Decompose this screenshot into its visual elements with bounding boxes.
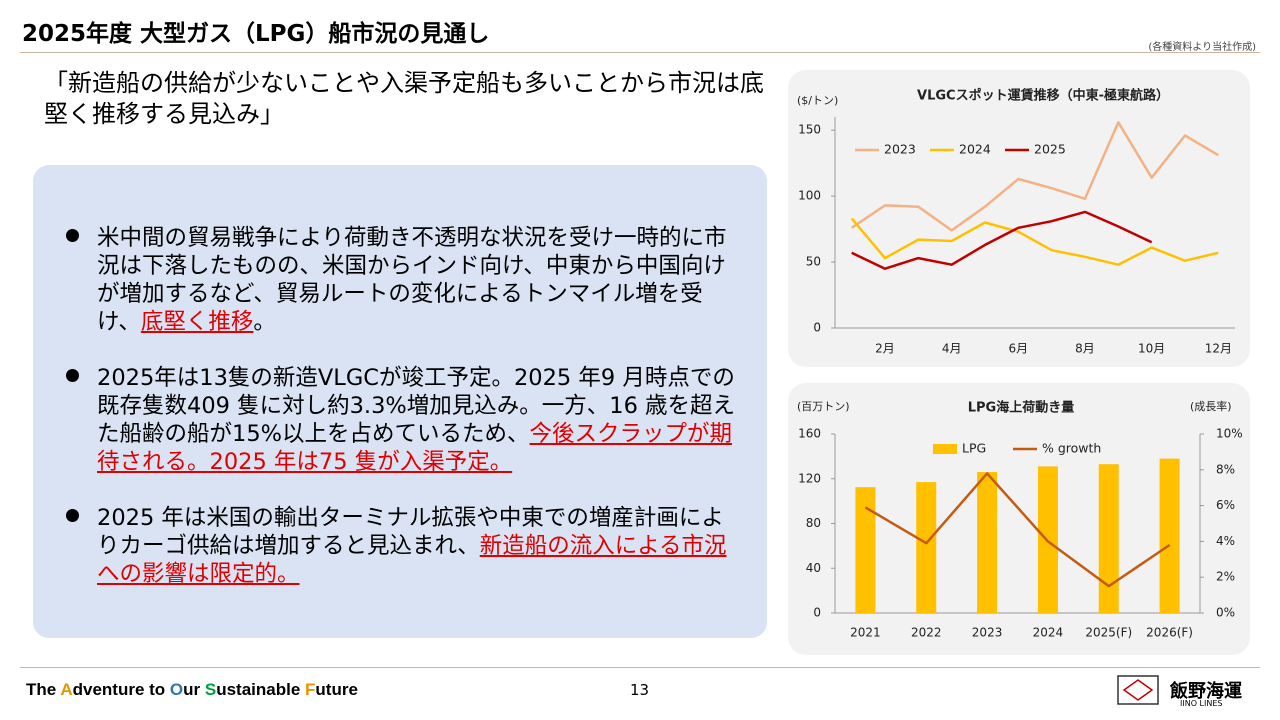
footer-segment: A: [60, 680, 73, 699]
y2-tick-label: 2%: [1216, 570, 1235, 584]
y-tick-label: 0: [813, 606, 821, 620]
footer-rule: [20, 667, 1260, 668]
y2-tick-label: 8%: [1216, 462, 1235, 476]
slide-title: 2025年度 大型ガス（LPG）船市況の見通し: [22, 21, 490, 47]
text-segment: 。: [253, 309, 276, 335]
y2-tick-label: 6%: [1216, 498, 1235, 512]
x-tick-label: 2022: [911, 626, 942, 640]
x-tick-label: 2026(F): [1146, 626, 1193, 640]
text-segment: 2025年は13隻の新造VLGCが竣工予定。2025 年9 月時点での既存隻数4…: [97, 365, 736, 447]
x-tick-label: 2023: [972, 626, 1003, 640]
bar: [1159, 458, 1180, 613]
logo-name: 飯野海運: [1170, 681, 1242, 702]
footer-segment: dventure to: [72, 680, 170, 699]
y-tick-label: 150: [798, 123, 821, 137]
x-tick-label: 4月: [942, 342, 962, 356]
source-note: (各種資料より当社作成): [1148, 42, 1256, 53]
y-tick-label: 50: [806, 255, 821, 269]
legend-label: LPG: [962, 441, 986, 456]
legend-label: 2025: [1034, 142, 1066, 157]
footer-segment: uture: [315, 680, 358, 699]
logo-icon: [1117, 675, 1159, 705]
footer-segment: O: [169, 680, 184, 699]
y2-tick-label: 4%: [1216, 534, 1235, 548]
x-tick-label: 6月: [1009, 342, 1029, 356]
y2-tick-label: 0%: [1216, 606, 1235, 620]
highlight-text: 新造船の流入による市況への影響は限定的。: [97, 533, 727, 587]
title-rule: [20, 52, 1260, 53]
y2-axis-label: (成長率): [1190, 399, 1232, 413]
footer-segment: The: [26, 680, 61, 699]
footer-segment: S: [204, 680, 217, 699]
text-segment: 米中間の貿易戦争により荷動き不透明な状況を受け一時的に市況は下落したものの、米国…: [97, 225, 727, 335]
highlight-text: 今後スクラップが期待される。2025 年は75 隻が入渠予定。: [97, 421, 733, 475]
chart-title: LPG海上荷動き量: [968, 400, 1074, 416]
bar: [855, 487, 876, 613]
y-axis-label: ($/トン): [797, 94, 838, 107]
y2-tick-label: 10%: [1216, 427, 1243, 441]
bullet-text: 2025 年は米国の輸出ターミナル拡張や中東での増産計画によりカーゴ供給は増加す…: [97, 504, 737, 588]
footer-segment: F: [305, 680, 316, 699]
y-tick-label: 0: [813, 321, 821, 335]
legend-label: % growth: [1042, 441, 1101, 456]
line-series: [851, 210, 1153, 270]
text-segment: 2025 年は米国の輸出ターミナル拡張や中東での増産計画によりカーゴ供給は増加す…: [97, 505, 724, 559]
legend-label: 2023: [884, 142, 916, 157]
y-tick-label: 120: [798, 471, 821, 485]
highlight-text: 底堅く推移: [140, 309, 254, 335]
chart-title: VLGCスポット運賃推移（中東-極東航路）: [917, 88, 1169, 104]
x-tick-label: 2024: [1033, 626, 1064, 640]
y-tick-label: 160: [798, 427, 821, 441]
x-tick-label: 2月: [875, 342, 895, 356]
x-tick-label: 8月: [1075, 342, 1095, 356]
bar: [1098, 464, 1119, 613]
bar: [977, 472, 998, 613]
y-tick-label: 40: [806, 561, 821, 575]
x-tick-label: 10月: [1138, 342, 1165, 356]
logo-sub: IINO LINES: [1180, 699, 1223, 708]
legend-label: 2024: [959, 142, 991, 157]
x-tick-label: 12月: [1205, 342, 1232, 356]
y-tick-label: 100: [798, 189, 821, 203]
bullet-dot: [66, 369, 79, 382]
footer-slogan: The Adventure to Our Sustainable Future: [26, 680, 358, 700]
page-number: 13: [630, 681, 650, 699]
bullet-dot: [66, 509, 79, 522]
bullet-dot: [66, 229, 79, 242]
bullet-text: 2025年は13隻の新造VLGCが竣工予定。2025 年9 月時点での既存隻数4…: [97, 364, 737, 476]
quote: 「新造船の供給が少ないことや入渠予定船も多いことから市況は底堅く推移する見込み」: [44, 69, 764, 128]
bar: [916, 482, 937, 613]
x-tick-label: 2021: [850, 626, 881, 640]
logo-diamond: [1122, 679, 1154, 701]
footer-segment: ustainable: [216, 680, 306, 699]
line-series: [864, 472, 1171, 588]
legend-swatch: [933, 444, 957, 454]
y-axis-label: (百万トン): [797, 400, 850, 413]
bullet-panel: [33, 165, 767, 638]
footer-segment: ur: [183, 680, 205, 699]
y-tick-label: 80: [806, 516, 821, 530]
x-tick-label: 2025(F): [1085, 626, 1132, 640]
bullet-text: 米中間の貿易戦争により荷動き不透明な状況を受け一時的に市況は下落したものの、米国…: [97, 224, 737, 336]
line-series: [850, 217, 1219, 266]
line-series: [851, 121, 1219, 232]
